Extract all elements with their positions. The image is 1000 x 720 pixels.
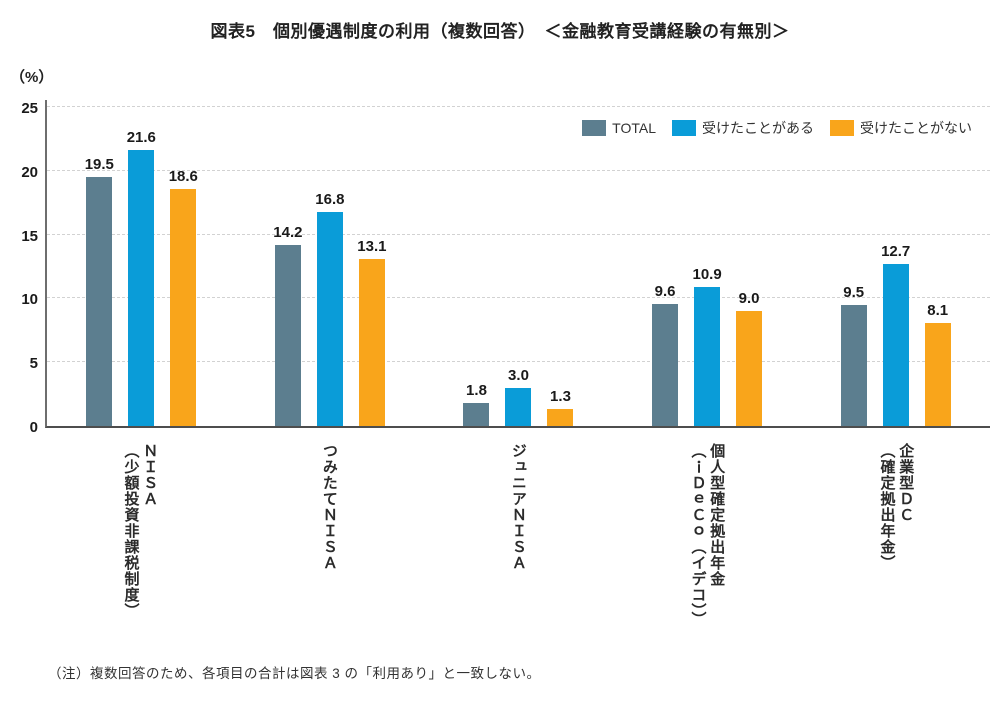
legend-swatch-icon (582, 120, 607, 136)
category-sub-text: （ｉＤｅＣｏ（イデコ）） (689, 443, 707, 628)
category-sub-text: （少額投資非課税制度） (122, 443, 140, 619)
gridline-5 (47, 361, 990, 363)
bar-group-3: 9.6 10.9 9.0 (613, 98, 802, 426)
category-label: 個人型確定拠出年金 （ｉＤｅＣｏ（イデコ）） (688, 443, 726, 628)
category-main-text: 個人型確定拠出年金 (708, 443, 726, 587)
bar-value-label: 9.0 (738, 290, 760, 308)
bar-group-4: 9.5 12.7 8.1 (801, 98, 990, 426)
y-tick-label-5: 5 (29, 355, 38, 373)
x-axis-category-labels: ＮＩＳＡ （少額投資非課税制度） つみたてＮＩＳＡ ジュニアＮＩＳＡ 個人型確定拠出年金… (45, 443, 990, 628)
bar-groups: 19.5 21.6 18.6 14.2 16.8 13.1 1.8 3.0 1.3 9.6 10.9… (47, 98, 990, 426)
category-label: 企業型ＤＣ （確定拠出年金） (877, 443, 915, 628)
bar-group-1: 14.2 16.8 13.1 (236, 98, 425, 426)
y-tick-label-25: 25 (21, 100, 38, 117)
category-2: ジュニアＮＩＳＡ (423, 443, 612, 628)
legend-swatch-icon (830, 120, 854, 136)
bar-value-label: 13.1 (357, 237, 387, 255)
bar-value-label: 8.1 (927, 301, 949, 319)
category-sub-text: （確定拠出年金） (878, 443, 896, 571)
category-main-text: ジュニアＮＩＳＡ (509, 443, 527, 571)
footnote: （注）複数回答のため、各項目の合計は図表 3 の「利用あり」と一致しない。 (48, 666, 541, 681)
bar-value-label: 9.6 (654, 282, 676, 300)
category-main-text: つみたてＮＩＳＡ (320, 443, 338, 571)
category-main-text: 企業型ＤＣ (897, 443, 915, 523)
legend-label: 受けたことがない (860, 120, 972, 136)
y-tick-label-0: 0 (29, 419, 38, 436)
plot-area: TOTAL 受けたことがある 受けたことがない 19.5 21.6 18.6 14.2 16… (45, 100, 990, 428)
bar-series2-cat3: 9.0 (736, 290, 763, 426)
bar-value-label: 1.3 (550, 388, 571, 406)
bar-value-label: 9.5 (843, 283, 865, 301)
legend-swatch-icon (672, 120, 696, 136)
bar-value-label: 19.5 (84, 156, 114, 174)
bar-value-label: 21.6 (126, 129, 156, 147)
gridline-15 (47, 233, 990, 235)
category-4: 企業型ＤＣ （確定拠出年金） (801, 443, 990, 628)
bar-series1-cat4: 12.7 (881, 243, 910, 426)
category-3: 個人型確定拠出年金 （ｉＤｅＣｏ（イデコ）） (612, 443, 801, 628)
legend-label: 受けたことがある (702, 120, 814, 136)
y-axis-tick-labels: 0 5 10 15 20 25 (0, 100, 38, 436)
category-label: つみたてＮＩＳＡ (319, 443, 338, 628)
legend: TOTAL 受けたことがある 受けたことがない (582, 118, 972, 138)
category-label: ジュニアＮＩＳＡ (508, 443, 527, 628)
bar-value-label: 16.8 (315, 190, 345, 208)
category-0: ＮＩＳＡ （少額投資非課税制度） (45, 443, 234, 628)
bar-value-label: 1.8 (466, 382, 487, 400)
bar-series1-cat2: 3.0 (505, 367, 532, 426)
category-main-text: ＮＩＳＡ (141, 443, 159, 507)
bar-value-label: 10.9 (692, 265, 722, 283)
legend-item-1: 受けたことがある (672, 118, 814, 138)
bar-series1-cat0: 21.6 (127, 129, 156, 426)
gridline-25 (47, 106, 990, 107)
bar-series1-cat3: 10.9 (692, 266, 722, 426)
bar-group-0: 19.5 21.6 18.6 (47, 98, 236, 426)
gridline-20 (47, 169, 990, 171)
y-tick-label-15: 15 (21, 227, 38, 245)
category-label: ＮＩＳＡ （少額投資非課税制度） (121, 443, 159, 628)
legend-item-0: TOTAL (582, 120, 656, 136)
bar-value-label: 12.7 (881, 242, 911, 260)
y-tick-label-10: 10 (21, 291, 38, 309)
bar-group-2: 1.8 3.0 1.3 (424, 98, 613, 426)
bar-series2-cat0: 18.6 (169, 168, 198, 426)
bar-series0-cat3: 9.6 (652, 283, 679, 426)
bar-series2-cat2: 1.3 (547, 388, 574, 426)
bar-series2-cat4: 8.1 (924, 302, 951, 426)
legend-label: TOTAL (612, 120, 656, 136)
bar-series2-cat1: 13.1 (357, 238, 386, 426)
bar-series0-cat2: 1.8 (463, 382, 490, 426)
gridline-10 (47, 297, 990, 299)
y-axis-unit-label: （%） (10, 69, 54, 86)
bar-value-label: 18.6 (168, 167, 198, 185)
y-tick-label-20: 20 (21, 163, 38, 181)
bar-value-label: 3.0 (508, 366, 529, 384)
page-title: 図表5 個別優遇制度の利用（複数回答） ＜金融教育受講経験の有無別＞ (210, 22, 790, 41)
bar-series1-cat1: 16.8 (315, 191, 344, 426)
bar-series0-cat0: 19.5 (85, 156, 114, 426)
bar-series0-cat1: 14.2 (273, 224, 302, 426)
legend-item-2: 受けたことがない (830, 118, 972, 138)
bar-value-label: 14.2 (273, 223, 303, 241)
category-1: つみたてＮＩＳＡ (234, 443, 423, 628)
bar-series0-cat4: 9.5 (840, 284, 867, 426)
